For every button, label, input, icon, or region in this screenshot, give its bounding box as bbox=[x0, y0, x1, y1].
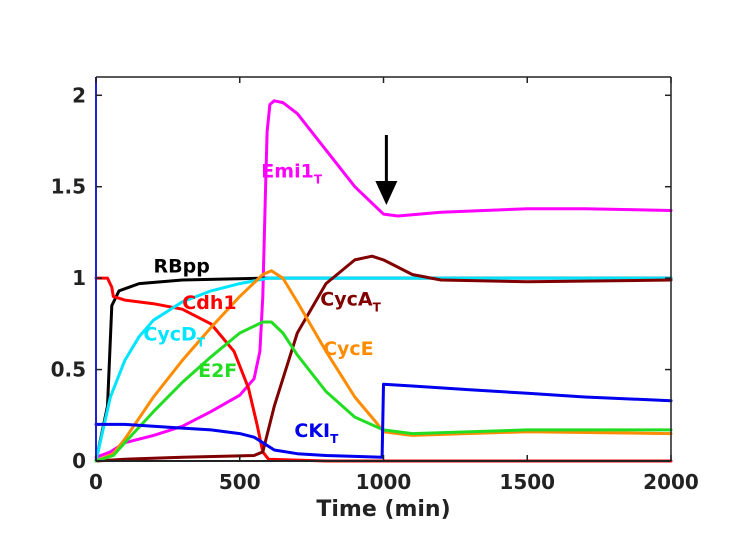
series-line-cdh1 bbox=[94, 276, 673, 463]
series-line-rbpp bbox=[94, 276, 673, 463]
series-labels-layer: Emi1T RBpp Cdh1 CycDT CycAT CycE E2F CKIT bbox=[143, 161, 381, 447]
x-axis-title: Time (min) bbox=[316, 497, 450, 522]
series-label-e2f: E2F bbox=[198, 360, 237, 382]
x-tick-label: 1000 bbox=[356, 470, 412, 494]
series-line-cycd bbox=[94, 276, 673, 463]
series-label-cyce: CycE bbox=[323, 338, 374, 360]
series-line-e2f bbox=[94, 320, 673, 463]
series-label-emi1: Emi1T bbox=[261, 161, 323, 187]
series-label-cki: CKIT bbox=[294, 420, 339, 446]
y-tick-label: 1 bbox=[72, 266, 86, 290]
y-tick-label: 2 bbox=[72, 83, 86, 107]
x-tick-label: 500 bbox=[219, 470, 261, 494]
y-tick-label: 1.5 bbox=[51, 175, 86, 199]
y-tick-label: 0.5 bbox=[51, 358, 86, 382]
series-label-cycd: CycDT bbox=[143, 323, 205, 349]
axes-layer: 0 500 1000 1500 2000 0 0.5 1 1.5 2 bbox=[51, 76, 699, 494]
series-line-cki bbox=[94, 382, 673, 459]
y-tick-label: 0 bbox=[72, 449, 86, 473]
arrow-head bbox=[375, 181, 398, 205]
x-tick-label: 2000 bbox=[643, 470, 699, 494]
annotation-layer bbox=[375, 135, 398, 205]
series-label-rbpp: RBpp bbox=[154, 256, 210, 278]
series-label-cyca: CycAT bbox=[320, 289, 381, 315]
series-line-cyca bbox=[94, 254, 673, 463]
series-label-cdh1: Cdh1 bbox=[182, 292, 236, 314]
series-line-cyce bbox=[94, 269, 673, 463]
x-tick-label: 1500 bbox=[499, 470, 555, 494]
x-tick-label: 0 bbox=[89, 470, 103, 494]
series-layer bbox=[94, 99, 673, 463]
